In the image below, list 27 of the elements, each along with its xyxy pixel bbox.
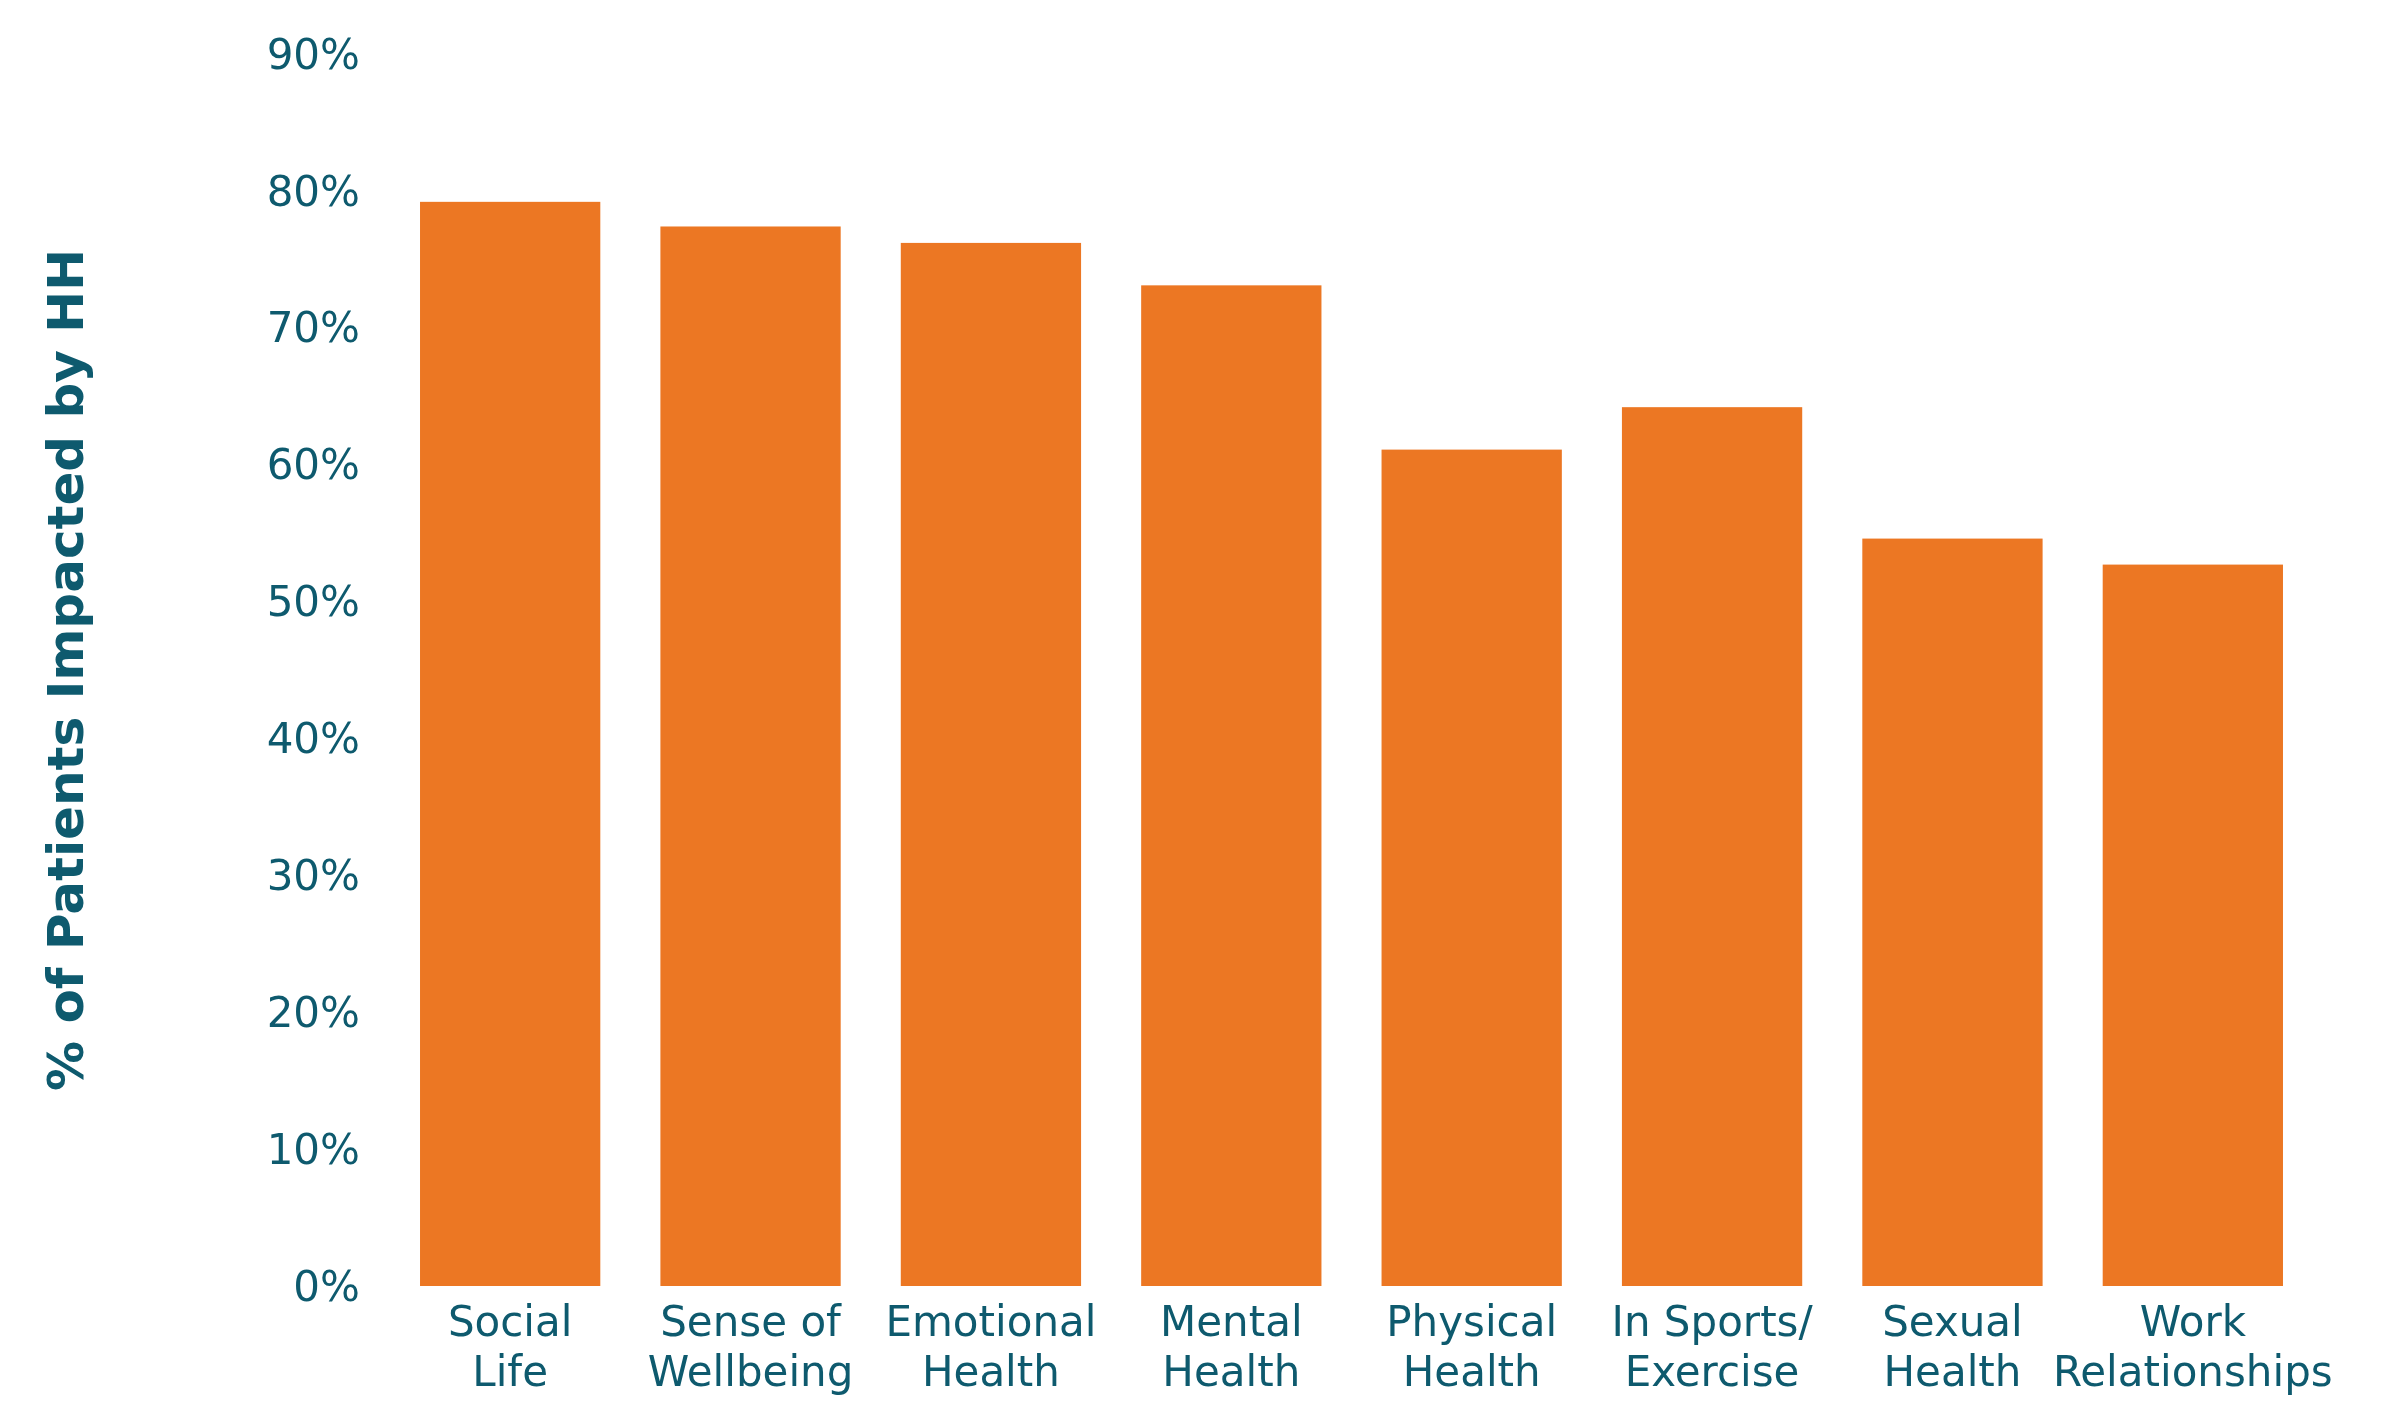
x-tick-label: Sense of Wellbeing: [647, 1297, 854, 1396]
y-tick-label: 20%: [266, 987, 360, 1037]
y-tick-label: 40%: [266, 714, 360, 764]
y-tick-label: 80%: [266, 166, 360, 216]
bar: [1621, 407, 1803, 1286]
x-tick-label: Work Relationships: [2052, 1297, 2333, 1396]
bar: [1862, 538, 2043, 1286]
bar: [1381, 449, 1562, 1286]
x-tick-label: Social Life: [447, 1297, 573, 1396]
x-tick-label: In Sports/ Exercise: [1611, 1297, 1814, 1396]
bar: [1141, 285, 1322, 1286]
y-tick-label: 10%: [266, 1124, 360, 1174]
bar: [900, 242, 1082, 1286]
bar: [2102, 564, 2283, 1286]
y-tick-label: 50%: [266, 577, 360, 627]
y-tick-label: 70%: [266, 303, 360, 353]
bar: [420, 201, 601, 1286]
y-tick-label: 90%: [266, 29, 360, 79]
x-tick-label: Sexual Health: [1882, 1297, 2023, 1396]
y-tick-label: 60%: [266, 440, 360, 490]
x-tick-label: Emotional Health: [885, 1297, 1097, 1396]
x-tick-label: Physical Health: [1386, 1297, 1558, 1396]
y-tick-label: 30%: [266, 851, 360, 901]
y-tick-label: 0%: [293, 1261, 360, 1311]
y-axis-title: % of Patients Impacted by HH: [37, 248, 95, 1092]
x-tick-label: Mental Health: [1160, 1297, 1303, 1396]
bar: [660, 226, 841, 1286]
